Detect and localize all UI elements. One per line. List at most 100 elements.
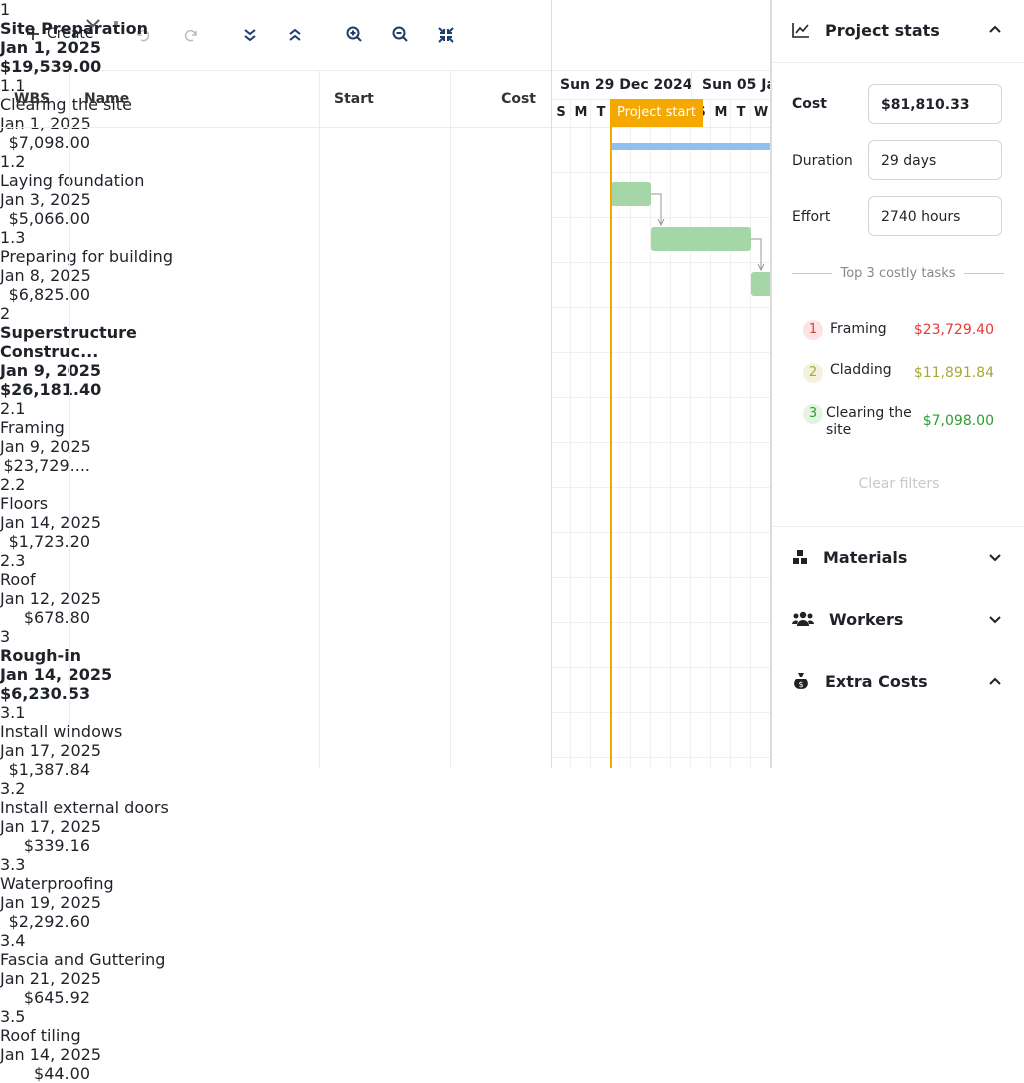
grid-row <box>552 487 770 488</box>
start-cell: Jan 8, 2025 <box>0 266 91 285</box>
column-header[interactable]: Start <box>334 91 374 107</box>
cost-cell: $7,098.00 <box>8 133 90 152</box>
task-bar[interactable] <box>651 227 751 251</box>
wbs-cell: 2.3 <box>0 551 26 570</box>
cost-cell: $19,539.00 <box>0 57 102 76</box>
grid-row <box>552 532 770 533</box>
table-row[interactable]: 3.5 Roof tiling Jan 14, 2025 $44.00 <box>0 21 551 1083</box>
grid-column <box>650 99 651 768</box>
day-label: S <box>556 105 566 120</box>
wbs-cell: 1 <box>0 0 11 19</box>
week-label: Sun 05 Ja <box>702 77 770 93</box>
start-cell: Jan 1, 2025 <box>0 38 102 57</box>
create-button[interactable]: Create <box>47 26 94 42</box>
table-row[interactable]: 1.3 Preparing for building Jan 8, 2025 $6,8… <box>0 21 551 304</box>
week-divider <box>691 71 692 99</box>
collapse-icon[interactable] <box>988 676 1002 686</box>
wbs-cell: 2.1 <box>0 399 26 418</box>
field-label: Cost <box>792 96 827 112</box>
grid-column <box>730 99 731 768</box>
name-cell: Laying foundation <box>0 171 145 190</box>
cost-cell: $26,181.40 <box>0 380 102 399</box>
name-cell: Install windows <box>0 722 123 741</box>
divider <box>772 62 1024 63</box>
field-label: Effort <box>792 209 831 225</box>
wbs-cell: 3.1 <box>0 703 26 722</box>
table-row[interactable]: 3.3 Waterproofing Jan 19, 2025 $2,292.60 <box>0 21 551 931</box>
project-start-line <box>610 99 612 768</box>
grid-row <box>552 577 770 578</box>
cost-cell: $5,066.00 <box>8 209 90 228</box>
workers-icon <box>792 611 814 626</box>
plus-icon <box>27 28 39 40</box>
task-table: WBS Name Start Cost 1 Site Preparation Jan… <box>0 0 552 1083</box>
task-name[interactable]: Framing <box>830 321 887 337</box>
day-label: T <box>736 105 746 120</box>
table-row[interactable]: 1 Site Preparation Jan 1, 2025 $19,539.00 <box>0 0 551 76</box>
table-row[interactable]: 2Superstructure Construc...Jan 9, 2025$2… <box>0 19 551 399</box>
wbs-cell: 1.2 <box>0 152 26 171</box>
divider <box>792 273 832 274</box>
table-row[interactable]: 2.2 Floors Jan 14, 2025 $1,723.20 <box>0 21 551 551</box>
task-name[interactable]: Cladding <box>830 362 892 378</box>
table-row[interactable]: 3.2 Install external doors Jan 17, 2025 $33… <box>0 21 551 855</box>
zoom-out-button[interactable] <box>392 26 409 43</box>
grid-row <box>552 172 770 173</box>
section-title[interactable]: Project stats <box>825 21 940 40</box>
task-name[interactable]: Clearing the site <box>826 405 912 438</box>
cost-cell: $6,230.53 <box>0 684 91 703</box>
column-header[interactable]: WBS <box>14 91 51 107</box>
grid-row <box>552 622 770 623</box>
start-cell: Jan 21, 2025 <box>0 969 101 988</box>
table-row[interactable]: 3 Rough-in Jan 14, 2025 $6,230.53 <box>0 19 551 703</box>
field-label: Duration <box>792 153 853 169</box>
column-header[interactable]: Name <box>84 91 130 107</box>
table-row[interactable]: 3.4 Fascia and Guttering Jan 21, 2025 $645.… <box>0 21 551 1007</box>
grid-column <box>690 99 691 768</box>
name-cell: Install external doors <box>0 798 169 817</box>
task-bar[interactable] <box>751 272 770 296</box>
grid-row <box>552 397 770 398</box>
cost-cell: $2,292.60 <box>8 912 90 931</box>
collapse-all-button[interactable] <box>287 27 303 43</box>
zoom-in-button[interactable] <box>346 26 363 43</box>
field-value: 29 days <box>868 140 1002 180</box>
day-header-border <box>552 127 770 128</box>
top-tasks-title: Top 3 costly tasks <box>840 266 956 281</box>
start-cell: Jan 14, 2025 <box>0 513 101 532</box>
start-cell: Jan 9, 2025 <box>0 361 102 380</box>
table-row[interactable]: 2.3 Roof Jan 12, 2025 $678.80 <box>0 21 551 627</box>
redo-button[interactable] <box>184 27 200 43</box>
name-cell: Roof tiling <box>0 1026 81 1045</box>
wbs-cell: 3.5 <box>0 1007 26 1026</box>
cost-cell: $1,387.84 <box>8 760 90 779</box>
section-title[interactable]: Extra Costs <box>825 672 928 691</box>
column-header[interactable]: Cost <box>501 91 536 107</box>
field-value: $81,810.33 <box>868 84 1002 124</box>
start-cell: Jan 17, 2025 <box>0 741 101 760</box>
table-row[interactable]: 1.2 Laying foundation Jan 3, 2025 $5,066.00 <box>0 21 551 228</box>
collapse-toggle[interactable] <box>85 18 101 28</box>
summary-bar[interactable] <box>611 143 770 150</box>
divider <box>964 273 1004 274</box>
grid-row <box>552 712 770 713</box>
table-row[interactable]: 3.1 Install windows Jan 17, 2025 $1,387.84 <box>0 21 551 779</box>
start-cell: Jan 1, 2025 <box>0 114 91 133</box>
task-bar[interactable] <box>611 182 651 206</box>
cost-cell: $23,729.... <box>3 456 90 475</box>
table-row[interactable]: 2.1 Framing Jan 9, 2025 $23,729.... <box>0 21 551 475</box>
day-label: W <box>753 105 769 120</box>
section-title[interactable]: Workers <box>829 610 904 629</box>
section-title[interactable]: Materials <box>823 548 908 567</box>
expand-icon[interactable] <box>988 615 1002 625</box>
collapse-icon[interactable] <box>988 24 1002 34</box>
undo-button[interactable] <box>134 27 150 43</box>
expand-all-button[interactable] <box>242 27 258 43</box>
cost-cell: $645.92 <box>23 988 90 1007</box>
expand-icon[interactable] <box>988 553 1002 563</box>
clear-filters-button[interactable]: Clear filters <box>858 476 940 492</box>
grid-row <box>552 757 770 758</box>
costs-icon: $ <box>794 673 808 689</box>
fit-button[interactable] <box>438 27 454 43</box>
